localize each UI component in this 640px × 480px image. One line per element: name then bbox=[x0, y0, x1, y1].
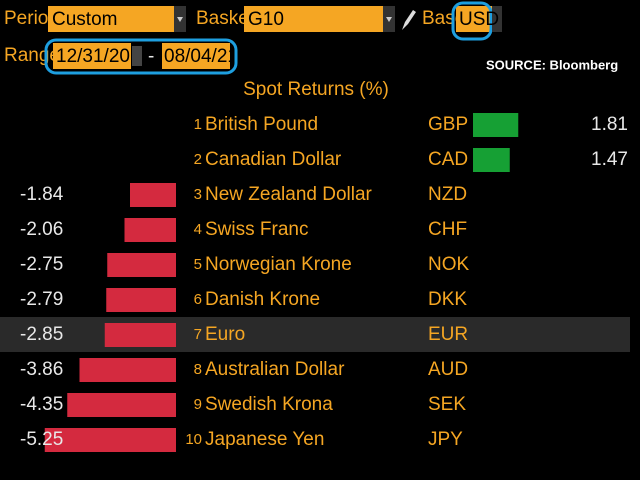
dropdown[interactable] bbox=[492, 6, 502, 32]
dropdown-arrow bbox=[177, 17, 183, 22]
category-label: Swiss Franc bbox=[205, 219, 308, 240]
category-label: Norwegian Krone bbox=[205, 254, 352, 275]
currency-code: SEK bbox=[428, 394, 466, 415]
currency-code: CAD bbox=[428, 149, 468, 170]
bar bbox=[473, 113, 519, 137]
category-label: New Zealand Dollar bbox=[205, 184, 373, 205]
currency-code: CHF bbox=[428, 219, 467, 240]
period-value: Custom bbox=[52, 9, 117, 30]
rank: 1 bbox=[194, 116, 202, 133]
dropdown-arrow bbox=[386, 17, 392, 22]
period-label: Period bbox=[4, 8, 59, 29]
category-label: Swedish Krona bbox=[205, 394, 333, 415]
category-label: Euro bbox=[205, 324, 245, 345]
rank: 7 bbox=[194, 326, 202, 343]
value-label: -2.79 bbox=[20, 289, 63, 310]
bar bbox=[107, 253, 176, 277]
rank: 4 bbox=[194, 221, 202, 238]
rank: 5 bbox=[194, 256, 202, 273]
value-label: -4.35 bbox=[20, 394, 63, 415]
rank: 2 bbox=[194, 151, 202, 168]
bar bbox=[104, 323, 176, 347]
bar bbox=[473, 148, 510, 172]
range-end-field[interactable] bbox=[162, 43, 230, 69]
rank: 9 bbox=[194, 396, 202, 413]
bar bbox=[67, 393, 176, 417]
rank: 3 bbox=[194, 186, 202, 203]
category-label: Japanese Yen bbox=[205, 429, 324, 450]
highlight-outline bbox=[451, 1, 493, 41]
bar bbox=[44, 428, 176, 452]
bar bbox=[124, 218, 176, 242]
base-value: USD bbox=[459, 9, 499, 30]
basket-label: Basket bbox=[196, 8, 255, 29]
currency-code: NOK bbox=[428, 254, 470, 275]
rows: 1 British Pound GBP 1.81 2 Canadian Dollar CAD… bbox=[20, 113, 628, 452]
category-label: Canadian Dollar bbox=[205, 149, 342, 170]
bar bbox=[106, 288, 176, 312]
range-end: 08/04/21 bbox=[164, 46, 238, 67]
source: SOURCE: Bloomberg bbox=[486, 57, 618, 72]
value-label: -2.75 bbox=[20, 254, 63, 275]
value-label: 1.81 bbox=[591, 114, 628, 135]
range-start-field[interactable] bbox=[53, 43, 131, 69]
value-label: -2.06 bbox=[20, 219, 63, 240]
category-label: Danish Krone bbox=[205, 289, 320, 310]
bar bbox=[79, 358, 176, 382]
base-field[interactable] bbox=[456, 6, 492, 32]
currency-code: JPY bbox=[428, 429, 463, 450]
range-separator: - bbox=[148, 46, 154, 67]
chart-title: Spot Returns (%) bbox=[243, 79, 389, 100]
currency-code: AUD bbox=[428, 359, 468, 380]
range-start: 12/31/20 bbox=[56, 46, 130, 67]
currency-code: EUR bbox=[428, 324, 468, 345]
period-field[interactable] bbox=[48, 6, 186, 32]
currency-code: NZD bbox=[428, 184, 467, 205]
edit-icon[interactable] bbox=[402, 10, 416, 30]
bar bbox=[130, 183, 176, 207]
value-label: -3.86 bbox=[20, 359, 63, 380]
range-label: Range bbox=[4, 45, 60, 66]
category-label: British Pound bbox=[205, 114, 318, 135]
category-label: Australian Dollar bbox=[205, 359, 345, 380]
rank: 6 bbox=[194, 291, 202, 308]
value-label: -2.85 bbox=[20, 324, 63, 345]
value-label: -1.84 bbox=[20, 184, 64, 205]
currency-code: DKK bbox=[428, 289, 467, 310]
calendar-icon[interactable] bbox=[132, 46, 142, 66]
highlight-outline bbox=[44, 38, 238, 75]
rank: 10 bbox=[185, 431, 202, 448]
rank: 8 bbox=[194, 361, 202, 378]
basket-value: G10 bbox=[248, 9, 284, 30]
value-label: -5.25 bbox=[20, 429, 63, 450]
currency-code: GBP bbox=[428, 114, 468, 135]
basket-field[interactable] bbox=[244, 6, 395, 32]
value-label: 1.47 bbox=[591, 149, 628, 170]
row-highlight bbox=[0, 317, 630, 352]
